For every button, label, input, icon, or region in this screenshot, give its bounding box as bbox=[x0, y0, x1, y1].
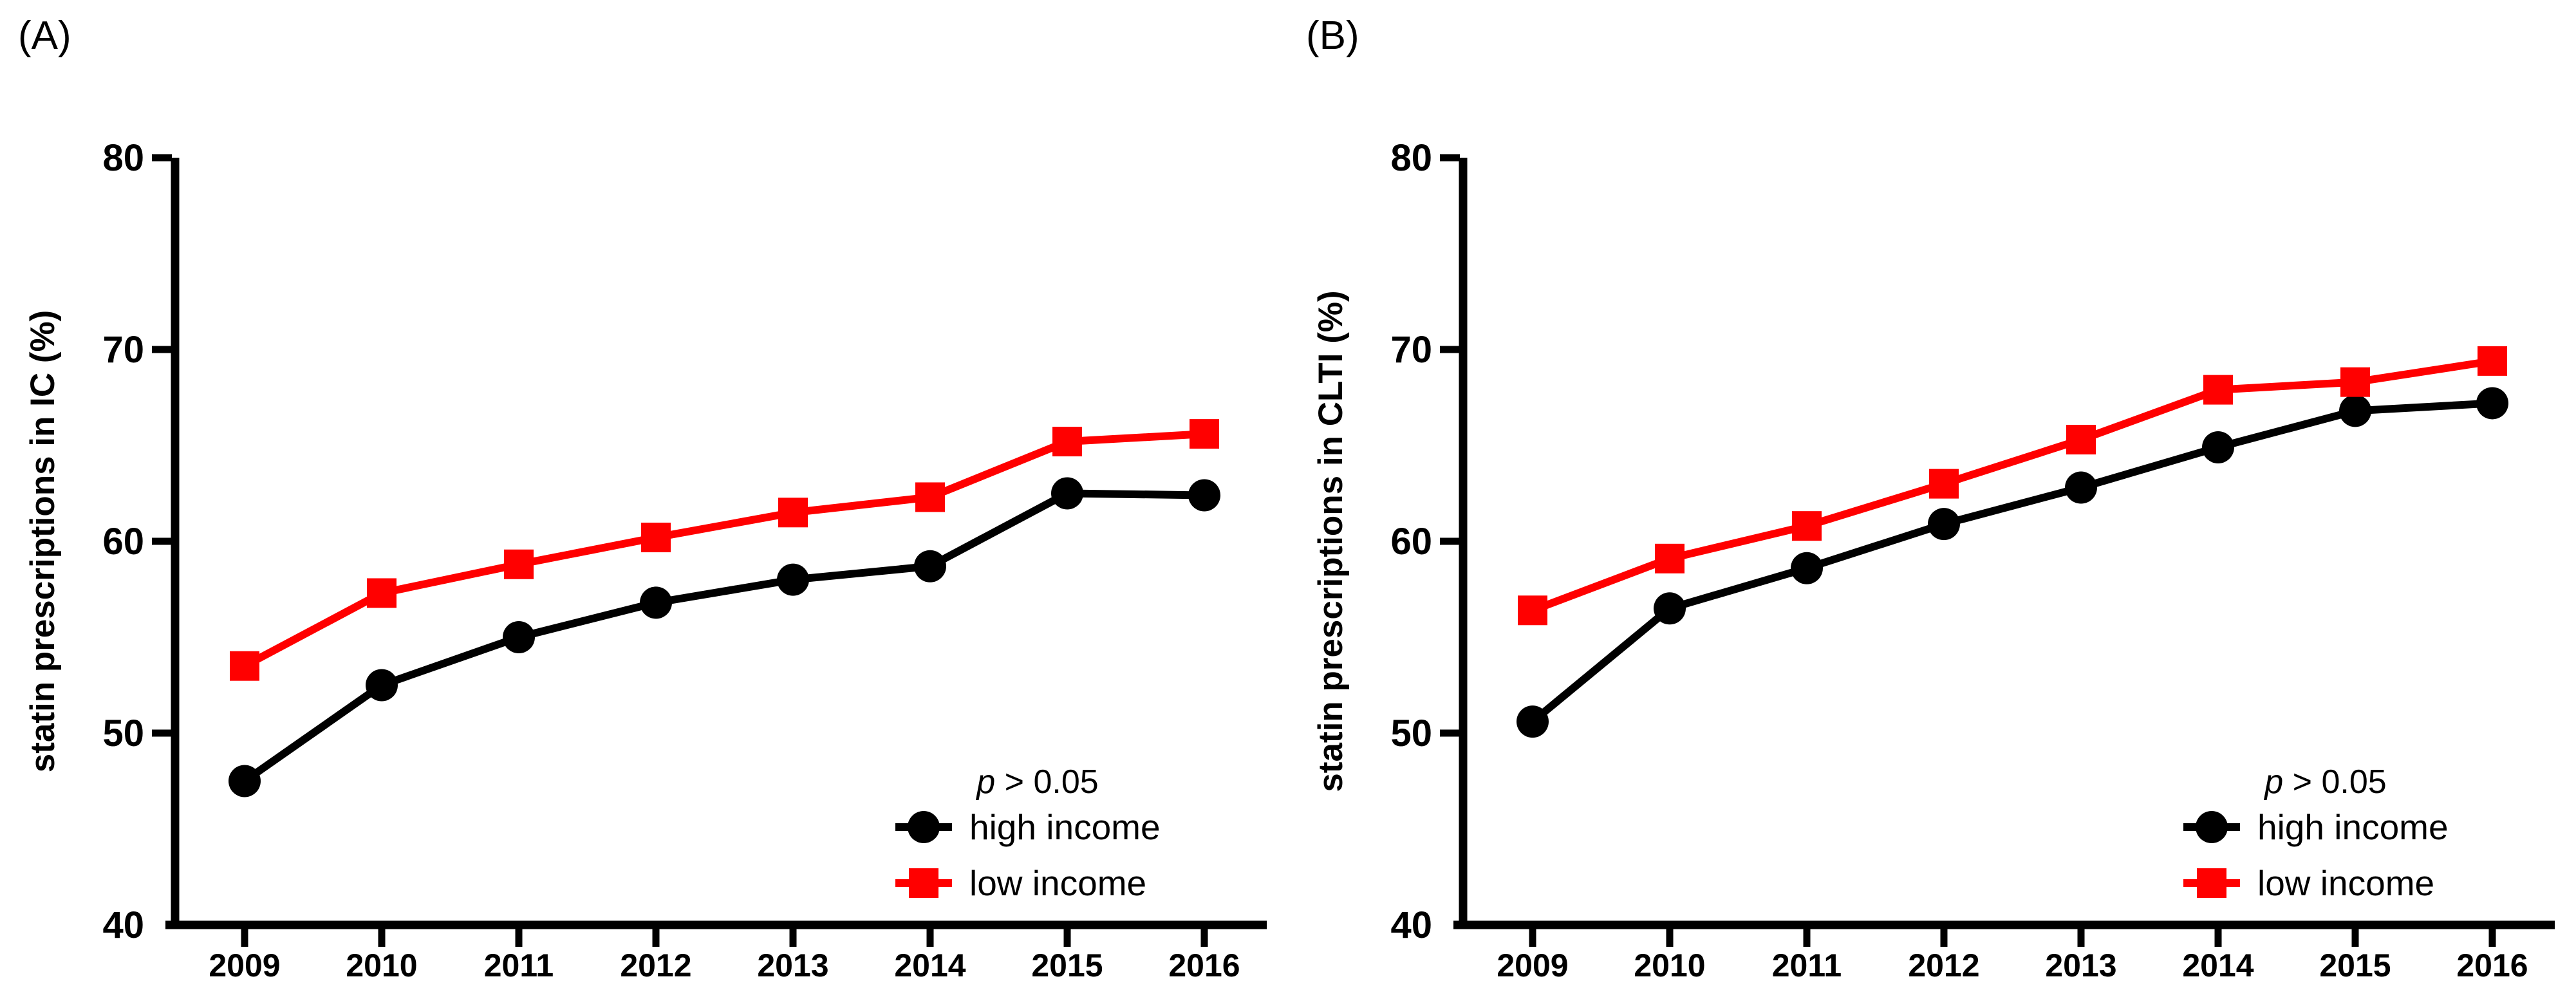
panel-label-b: (B) bbox=[1306, 14, 1359, 58]
data-point-marker bbox=[1655, 543, 1685, 573]
y-tick-label: 60 bbox=[102, 521, 144, 563]
data-point-marker bbox=[2203, 375, 2233, 405]
data-point-marker bbox=[230, 651, 259, 681]
data-point-marker bbox=[915, 482, 945, 512]
data-point-marker bbox=[1791, 552, 1823, 584]
legend-marker-circle bbox=[2196, 811, 2228, 843]
x-tick-label: 2010 bbox=[346, 947, 417, 983]
x-tick-label: 2016 bbox=[1168, 947, 1240, 983]
data-point-marker bbox=[2339, 395, 2371, 427]
legend-label: high income bbox=[2257, 807, 2449, 847]
x-tick-label: 2014 bbox=[2182, 947, 2254, 983]
y-axis-title: statin prescriptions in IC (%) bbox=[24, 310, 62, 773]
legend-label: high income bbox=[969, 807, 1161, 847]
p-value-italic: p bbox=[975, 763, 995, 801]
data-point-marker bbox=[2202, 431, 2234, 463]
data-point-marker bbox=[1928, 508, 1960, 541]
series-line-high-income bbox=[241, 489, 1208, 785]
series-line-high-income bbox=[1529, 399, 2496, 726]
data-point-marker bbox=[503, 621, 535, 653]
legend: p > 0.05 high income low income bbox=[895, 763, 1161, 903]
x-tick-label: 2014 bbox=[894, 947, 966, 983]
x-tick-label: 2009 bbox=[1497, 947, 1568, 983]
data-point-marker bbox=[2065, 471, 2097, 504]
data-point-marker bbox=[1517, 705, 1549, 738]
x-tick-label: 2012 bbox=[1908, 947, 1979, 983]
panel-b: (B) 40 50 60 70 80 2009 2010 2011 2012 2013 2014 20… bbox=[1288, 0, 2576, 997]
data-point-marker bbox=[2066, 425, 2096, 455]
legend-label: low income bbox=[2257, 863, 2434, 903]
y-tick-label: 60 bbox=[1390, 521, 1432, 563]
data-point-marker bbox=[1052, 427, 1082, 457]
legend-item: high income bbox=[2183, 807, 2449, 847]
y-tick-label: 50 bbox=[102, 713, 144, 754]
y-tick-label: 80 bbox=[102, 137, 144, 179]
x-tick-label: 2013 bbox=[2045, 947, 2116, 983]
legend-item: low income bbox=[895, 863, 1146, 903]
panel-label-a: (A) bbox=[18, 14, 71, 58]
data-point-marker bbox=[366, 669, 398, 702]
p-value-italic: p bbox=[2263, 763, 2283, 801]
x-tick-label: 2011 bbox=[484, 947, 554, 983]
data-point-marker bbox=[2340, 367, 2370, 397]
x-tick-label: 2009 bbox=[209, 947, 280, 983]
p-value-rest: > 0.05 bbox=[995, 763, 1098, 801]
data-point-marker bbox=[1051, 477, 1083, 510]
data-point-marker bbox=[1518, 595, 1547, 626]
p-value-rest: > 0.05 bbox=[2283, 763, 2386, 801]
data-point-marker bbox=[1188, 479, 1220, 512]
legend-item: low income bbox=[2183, 863, 2434, 903]
legend-marker-square bbox=[909, 868, 938, 898]
legend-marker-square bbox=[2197, 868, 2226, 898]
y-tick-label: 40 bbox=[102, 904, 144, 946]
y-axis-title: statin prescriptions in CLTI (%) bbox=[1312, 290, 1350, 792]
legend-item: high income bbox=[895, 807, 1161, 847]
y-tick-label: 50 bbox=[1390, 713, 1432, 754]
data-point-marker bbox=[1792, 511, 1822, 541]
x-tick-label: 2016 bbox=[2456, 947, 2528, 983]
data-point-marker bbox=[504, 549, 534, 579]
x-tick-label: 2015 bbox=[1031, 947, 1103, 983]
x-tick-label: 2012 bbox=[620, 947, 691, 983]
y-tick-label: 70 bbox=[1390, 329, 1432, 371]
data-point-marker bbox=[2476, 387, 2508, 420]
p-value-annotation: p > 0.05 bbox=[975, 763, 1098, 801]
data-point-marker bbox=[641, 523, 671, 553]
series-line-low-income bbox=[241, 430, 1208, 670]
line-chart-b: 40 50 60 70 80 2009 2010 2011 2012 2013 2014 2015 20… bbox=[1312, 137, 2555, 983]
x-tick-label: 2011 bbox=[1772, 947, 1842, 983]
legend-marker-circle bbox=[908, 811, 940, 843]
legend: p > 0.05 high income low income bbox=[2183, 763, 2449, 903]
series-line-low-income bbox=[1529, 357, 2496, 615]
x-tick-label: 2015 bbox=[2319, 947, 2391, 983]
legend-label: low income bbox=[969, 863, 1146, 903]
data-point-marker bbox=[367, 578, 397, 608]
data-point-marker bbox=[914, 550, 946, 582]
y-tick-label: 70 bbox=[102, 329, 144, 371]
data-point-marker bbox=[2478, 346, 2507, 376]
y-tick-label: 40 bbox=[1390, 904, 1432, 946]
data-point-marker bbox=[1929, 469, 1959, 499]
data-point-marker bbox=[778, 498, 808, 528]
panel-a: (A) 40 50 60 70 80 2009 2010 2011 2012 2013 2014 20… bbox=[18, 14, 1267, 983]
line-chart-a: 40 50 60 70 80 2009 2010 2011 2012 2013 2014 2015 20… bbox=[24, 137, 1267, 983]
data-point-marker bbox=[229, 765, 261, 797]
data-point-marker bbox=[1190, 419, 1219, 449]
data-point-marker bbox=[640, 586, 672, 619]
y-tick-label: 80 bbox=[1390, 137, 1432, 179]
x-tick-label: 2013 bbox=[757, 947, 828, 983]
data-point-marker bbox=[777, 563, 809, 596]
p-value-annotation: p > 0.05 bbox=[2263, 763, 2386, 801]
data-point-marker bbox=[1654, 592, 1686, 625]
x-tick-label: 2010 bbox=[1634, 947, 1705, 983]
